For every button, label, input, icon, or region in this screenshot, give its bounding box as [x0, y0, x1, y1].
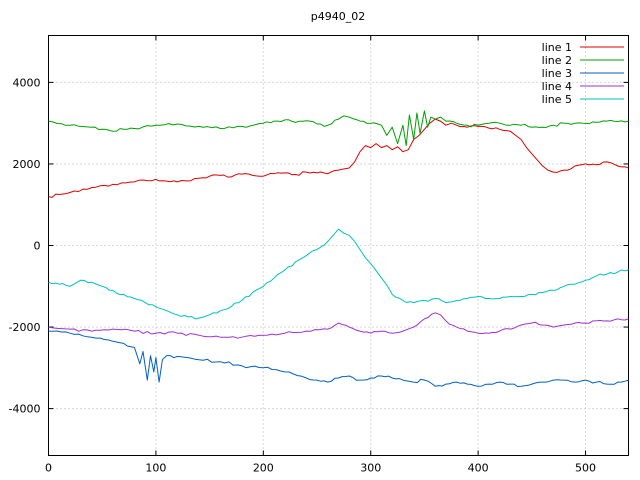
legend-label-5: line 5: [542, 93, 572, 106]
legend-label-2: line 2: [542, 54, 572, 67]
y-tick-label: 0: [34, 240, 41, 253]
y-tick-label: 2000: [13, 158, 41, 171]
plot-border: [48, 35, 629, 456]
y-tick-label: -4000: [9, 403, 41, 416]
chart-title: p4940_02: [310, 10, 366, 23]
x-tick-label: 500: [575, 462, 596, 475]
series-line-1: [48, 118, 629, 198]
x-tick-label: 200: [253, 462, 274, 475]
y-tick-label: -2000: [9, 321, 41, 334]
legend-label-4: line 4: [542, 80, 572, 93]
x-tick-label: 100: [145, 462, 166, 475]
series-line-4: [48, 312, 629, 339]
y-tick-label: 4000: [13, 76, 41, 89]
x-tick-label: 400: [468, 462, 489, 475]
x-tick-label: 300: [360, 462, 381, 475]
x-tick-label: 0: [45, 462, 52, 475]
series-line-5: [48, 228, 629, 320]
legend-label-3: line 3: [542, 67, 572, 80]
series-line-2: [48, 110, 629, 147]
series-line-3: [48, 330, 629, 387]
legend-label-1: line 1: [542, 41, 572, 54]
